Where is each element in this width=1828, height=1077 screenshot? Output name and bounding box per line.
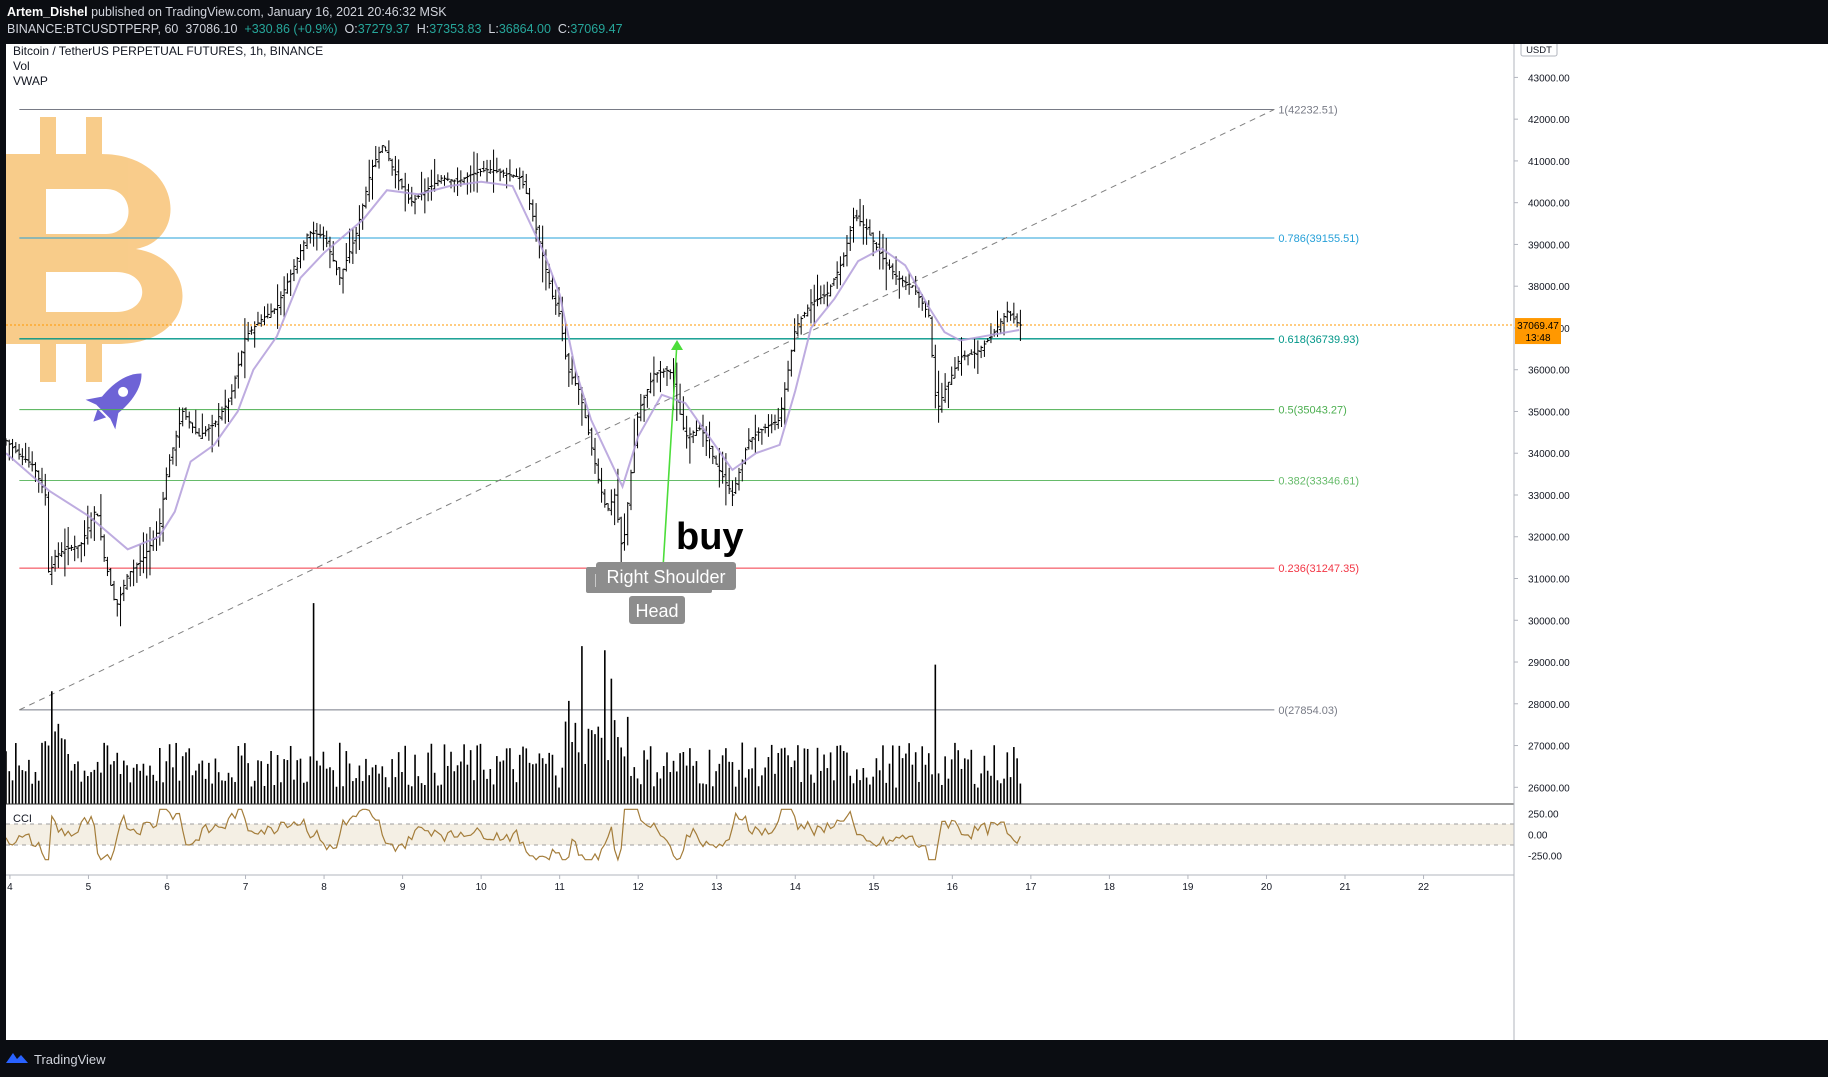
low-value: 36864.00	[498, 22, 551, 36]
footer-brand[interactable]: TradingView	[34, 1052, 106, 1067]
head-label[interactable]: Head	[629, 596, 685, 624]
cci-tick-label: 0.00	[1528, 831, 1548, 842]
author-name[interactable]: Artem_Dishel	[7, 5, 88, 19]
time-tick-label: 10	[476, 882, 488, 893]
price-tick-label: 34000.00	[1528, 449, 1570, 460]
tradingview-logo-icon[interactable]	[6, 1051, 28, 1065]
time-tick-label: 16	[947, 882, 959, 893]
cci-tick-label: 250.00	[1528, 810, 1559, 821]
time-tick-label: 11	[554, 882, 565, 893]
head-text: Head	[635, 601, 678, 621]
time-tick-label: 22	[1418, 882, 1430, 893]
time-tick-label: 18	[1104, 882, 1116, 893]
time-tick-label: 7	[243, 882, 249, 893]
fib-level-label: 0.786(39155.51)	[1278, 233, 1359, 245]
cci-legend: CCI	[13, 813, 32, 825]
currency-label: USDT	[1526, 45, 1552, 56]
price-tick-label: 32000.00	[1528, 533, 1570, 544]
chart-svg[interactable]: 1(42232.51) 0.786(39155.51) 0.618(36739.93…	[4, 41, 1828, 1040]
cci-axis[interactable]: 250.00 0.00 -250.00	[1528, 810, 1562, 863]
fib-level-label: 0.5(35043.27)	[1278, 405, 1347, 417]
fib-level-label: 1(42232.51)	[1278, 104, 1337, 116]
price-tick-label: 43000.00	[1528, 73, 1570, 84]
time-tick-label: 4	[7, 882, 13, 893]
time-tick-label: 19	[1182, 882, 1194, 893]
price-tick-label: 42000.00	[1528, 115, 1570, 126]
price-tick-label: 33000.00	[1528, 491, 1570, 502]
price-axis[interactable]: 43000.00 42000.00 41000.00 40000.00 39000.00…	[1514, 73, 1570, 794]
legend-vwap: VWAP	[13, 74, 48, 88]
close-value: 37069.47	[570, 22, 623, 36]
open-label: O:	[344, 22, 358, 36]
time-tick-label: 12	[633, 882, 645, 893]
time-tick-label: 13	[711, 882, 723, 893]
right-shoulder-text: Right Shoulder	[606, 567, 725, 587]
low-label: L:	[488, 22, 499, 36]
time-tick-label: 15	[868, 882, 880, 893]
high-value: 37353.83	[429, 22, 482, 36]
cci-band	[6, 824, 1514, 845]
fib-level-label: 0.382(33346.61)	[1278, 476, 1359, 488]
time-tick-label: 5	[86, 882, 92, 893]
publish-line: Artem_Dishel published on TradingView.co…	[7, 5, 447, 19]
currency-badge[interactable]: USDT	[1520, 41, 1558, 57]
price-tick-label: 35000.00	[1528, 407, 1570, 418]
volume-bars	[5, 603, 1022, 804]
close-label: C:	[557, 22, 571, 36]
buy-arrow[interactable]	[661, 340, 683, 585]
price-tick-label: 31000.00	[1528, 575, 1570, 586]
last-price-badge: 37069.47 13:48	[1515, 318, 1561, 345]
high-label: H:	[416, 22, 430, 36]
symbol-label: BINANCE:BTCUSDTPERP, 60	[7, 22, 179, 36]
price-tick-label: 29000.00	[1528, 658, 1570, 669]
fib-retracement[interactable]: 1(42232.51) 0.786(39155.51) 0.618(36739.93…	[19, 104, 1359, 717]
price-tick-label: 38000.00	[1528, 282, 1570, 293]
time-tick-label: 8	[321, 882, 327, 893]
price-tick-label: 39000.00	[1528, 240, 1570, 251]
time-tick-label: 21	[1339, 882, 1351, 893]
time-axis[interactable]: 4 5 6 7 8 9 10 11 12 13 14 15 16 17 18 19 20 21 22	[7, 875, 1430, 893]
time-tick-label: 17	[1025, 882, 1037, 893]
cci-tick-label: -250.00	[1528, 852, 1562, 863]
last-price-label: 37069.47	[1517, 321, 1559, 332]
time-tick-label: 14	[790, 882, 802, 893]
fib-level-label: 0.236(31247.35)	[1278, 563, 1359, 575]
cci-line	[5, 808, 1021, 862]
price-change: +330.86 (+0.9%)	[244, 22, 338, 36]
chart-area[interactable]: 1(42232.51) 0.786(39155.51) 0.618(36739.93…	[4, 41, 1828, 1040]
price-tick-label: 40000.00	[1528, 199, 1570, 210]
published-text: published on TradingView.com, January 16…	[87, 5, 447, 19]
bitcoin-logo-icon	[6, 117, 183, 382]
time-tick-label: 6	[164, 882, 170, 893]
footer-bar: TradingView	[0, 1040, 1828, 1077]
trend-line[interactable]	[19, 109, 1275, 711]
legend-title: Bitcoin / TetherUS PERPETUAL FUTURES, 1h…	[13, 44, 323, 58]
price-tick-label: 26000.00	[1528, 783, 1570, 794]
right-shoulder-label[interactable]: Right Shoulder	[596, 562, 736, 590]
legend-vol: Vol	[13, 59, 30, 73]
price-tick-label: 36000.00	[1528, 366, 1570, 377]
vwap-line	[5, 180, 1020, 551]
fib-level-label: 0.618(36739.93)	[1278, 334, 1359, 346]
candles	[4, 140, 1023, 627]
last-price-value: 37086.10	[185, 22, 238, 36]
open-value: 37279.37	[357, 22, 410, 36]
symbol-line: BINANCE:BTCUSDTPERP, 60 37086.10 +330.86…	[7, 22, 623, 36]
buy-annotation[interactable]: buy	[676, 516, 744, 558]
fib-level-label: 0(27854.03)	[1278, 705, 1337, 717]
time-tick-label: 20	[1261, 882, 1273, 893]
rocket-icon	[85, 373, 142, 430]
price-tick-label: 28000.00	[1528, 700, 1570, 711]
time-tick-label: 9	[400, 882, 406, 893]
chart-header: Artem_Dishel published on TradingView.co…	[0, 0, 1828, 44]
price-tick-label: 41000.00	[1528, 157, 1570, 168]
price-tick-label: 27000.00	[1528, 742, 1570, 753]
countdown-label: 13:48	[1525, 333, 1550, 344]
price-tick-label: 30000.00	[1528, 616, 1570, 627]
